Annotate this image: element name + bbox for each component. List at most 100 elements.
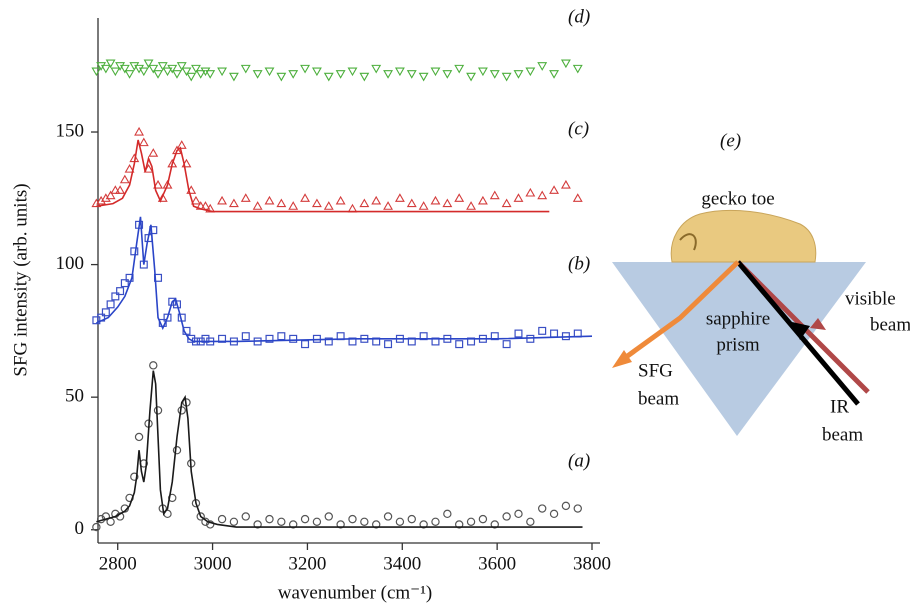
prism-label: prism <box>716 334 760 355</box>
data-point <box>191 64 201 74</box>
data-point <box>149 361 158 370</box>
sfg-label: SFG <box>638 360 673 381</box>
data-point <box>111 292 120 301</box>
series-label: (d) <box>568 6 590 27</box>
data-point <box>125 273 134 282</box>
ir-label: IR <box>830 396 849 417</box>
data-point <box>130 472 139 481</box>
data-point <box>116 287 125 296</box>
fit-line <box>96 370 583 528</box>
data-point <box>477 195 488 205</box>
data-point <box>454 193 465 202</box>
data-point <box>501 72 512 82</box>
data-point <box>191 195 201 205</box>
data-point <box>124 70 135 79</box>
x-tick-label: 3200 <box>288 553 326 574</box>
data-point <box>572 193 583 202</box>
y-axis-title: SFG intensity (arb. units) <box>10 183 31 376</box>
data-point <box>560 59 571 69</box>
sfg-beam <box>620 260 740 363</box>
data-point <box>538 326 547 335</box>
data-point <box>176 62 187 71</box>
data-point <box>96 195 107 205</box>
data-point <box>134 64 145 74</box>
panel-label: (e) <box>720 130 741 151</box>
data-point <box>372 520 381 529</box>
data-point <box>348 514 357 524</box>
data-point <box>288 70 299 79</box>
data-point <box>143 59 154 69</box>
data-point <box>311 198 322 208</box>
data-point <box>264 195 275 205</box>
data-point <box>538 504 547 513</box>
data-point <box>241 512 250 521</box>
data-point <box>501 198 512 208</box>
data-point <box>502 340 511 349</box>
visible-label: beam <box>870 314 910 335</box>
data-point <box>514 509 523 519</box>
data-point <box>115 62 126 71</box>
data-point <box>383 512 393 521</box>
visible-label: visible <box>845 288 896 309</box>
data-point <box>454 64 465 74</box>
data-point <box>240 193 251 202</box>
data-point <box>110 185 121 194</box>
data-point <box>105 59 116 69</box>
data-point <box>383 201 394 210</box>
diagram: (e) gecko toe sapphire prism visible bea… <box>612 130 910 445</box>
data-point <box>106 300 115 309</box>
data-point <box>134 432 144 442</box>
data-point <box>217 514 227 524</box>
data-point <box>120 279 129 288</box>
data-point <box>196 512 205 521</box>
data-point <box>394 193 405 202</box>
data-point <box>276 72 287 82</box>
x-tick-label: 2800 <box>99 553 137 574</box>
data-point <box>550 329 559 338</box>
data-point <box>573 504 582 513</box>
data-point <box>549 70 560 79</box>
data-point <box>205 70 216 79</box>
data-point <box>119 174 130 184</box>
data-point <box>289 520 298 529</box>
data-point <box>489 70 500 79</box>
x-tick-label: 3800 <box>573 553 611 574</box>
data-point <box>157 193 168 202</box>
data-point <box>205 203 216 213</box>
data-point <box>289 334 298 343</box>
data-point <box>418 72 429 82</box>
data-point <box>163 313 172 322</box>
data-point <box>130 247 139 256</box>
data-point <box>181 67 192 77</box>
data-point <box>101 512 111 521</box>
data-point <box>407 514 416 524</box>
y-tick-label: 50 <box>65 386 84 407</box>
data-point <box>265 334 274 343</box>
data-point <box>477 67 488 77</box>
ir-label: beam <box>822 424 863 445</box>
sfg-label: beam <box>638 388 679 409</box>
data-point <box>359 198 370 208</box>
data-point <box>153 70 163 79</box>
data-point <box>101 308 110 317</box>
data-point <box>406 198 417 208</box>
data-point <box>134 126 145 136</box>
data-point <box>526 334 535 343</box>
data-point <box>572 64 583 74</box>
gecko-claw <box>679 233 697 251</box>
data-point <box>91 198 102 208</box>
data-point <box>277 517 286 526</box>
series-label: (a) <box>568 450 590 471</box>
data-point <box>418 201 429 210</box>
data-point <box>252 201 263 210</box>
data-point <box>525 67 536 77</box>
data-point <box>205 520 215 529</box>
x-tick-label: 3600 <box>478 553 516 574</box>
toe-label: gecko toe <box>701 188 774 209</box>
data-point <box>115 185 126 194</box>
data-point <box>525 187 536 197</box>
data-point <box>253 520 262 529</box>
series-label: (b) <box>568 253 590 274</box>
data-point <box>324 337 333 346</box>
data-point <box>172 445 182 455</box>
